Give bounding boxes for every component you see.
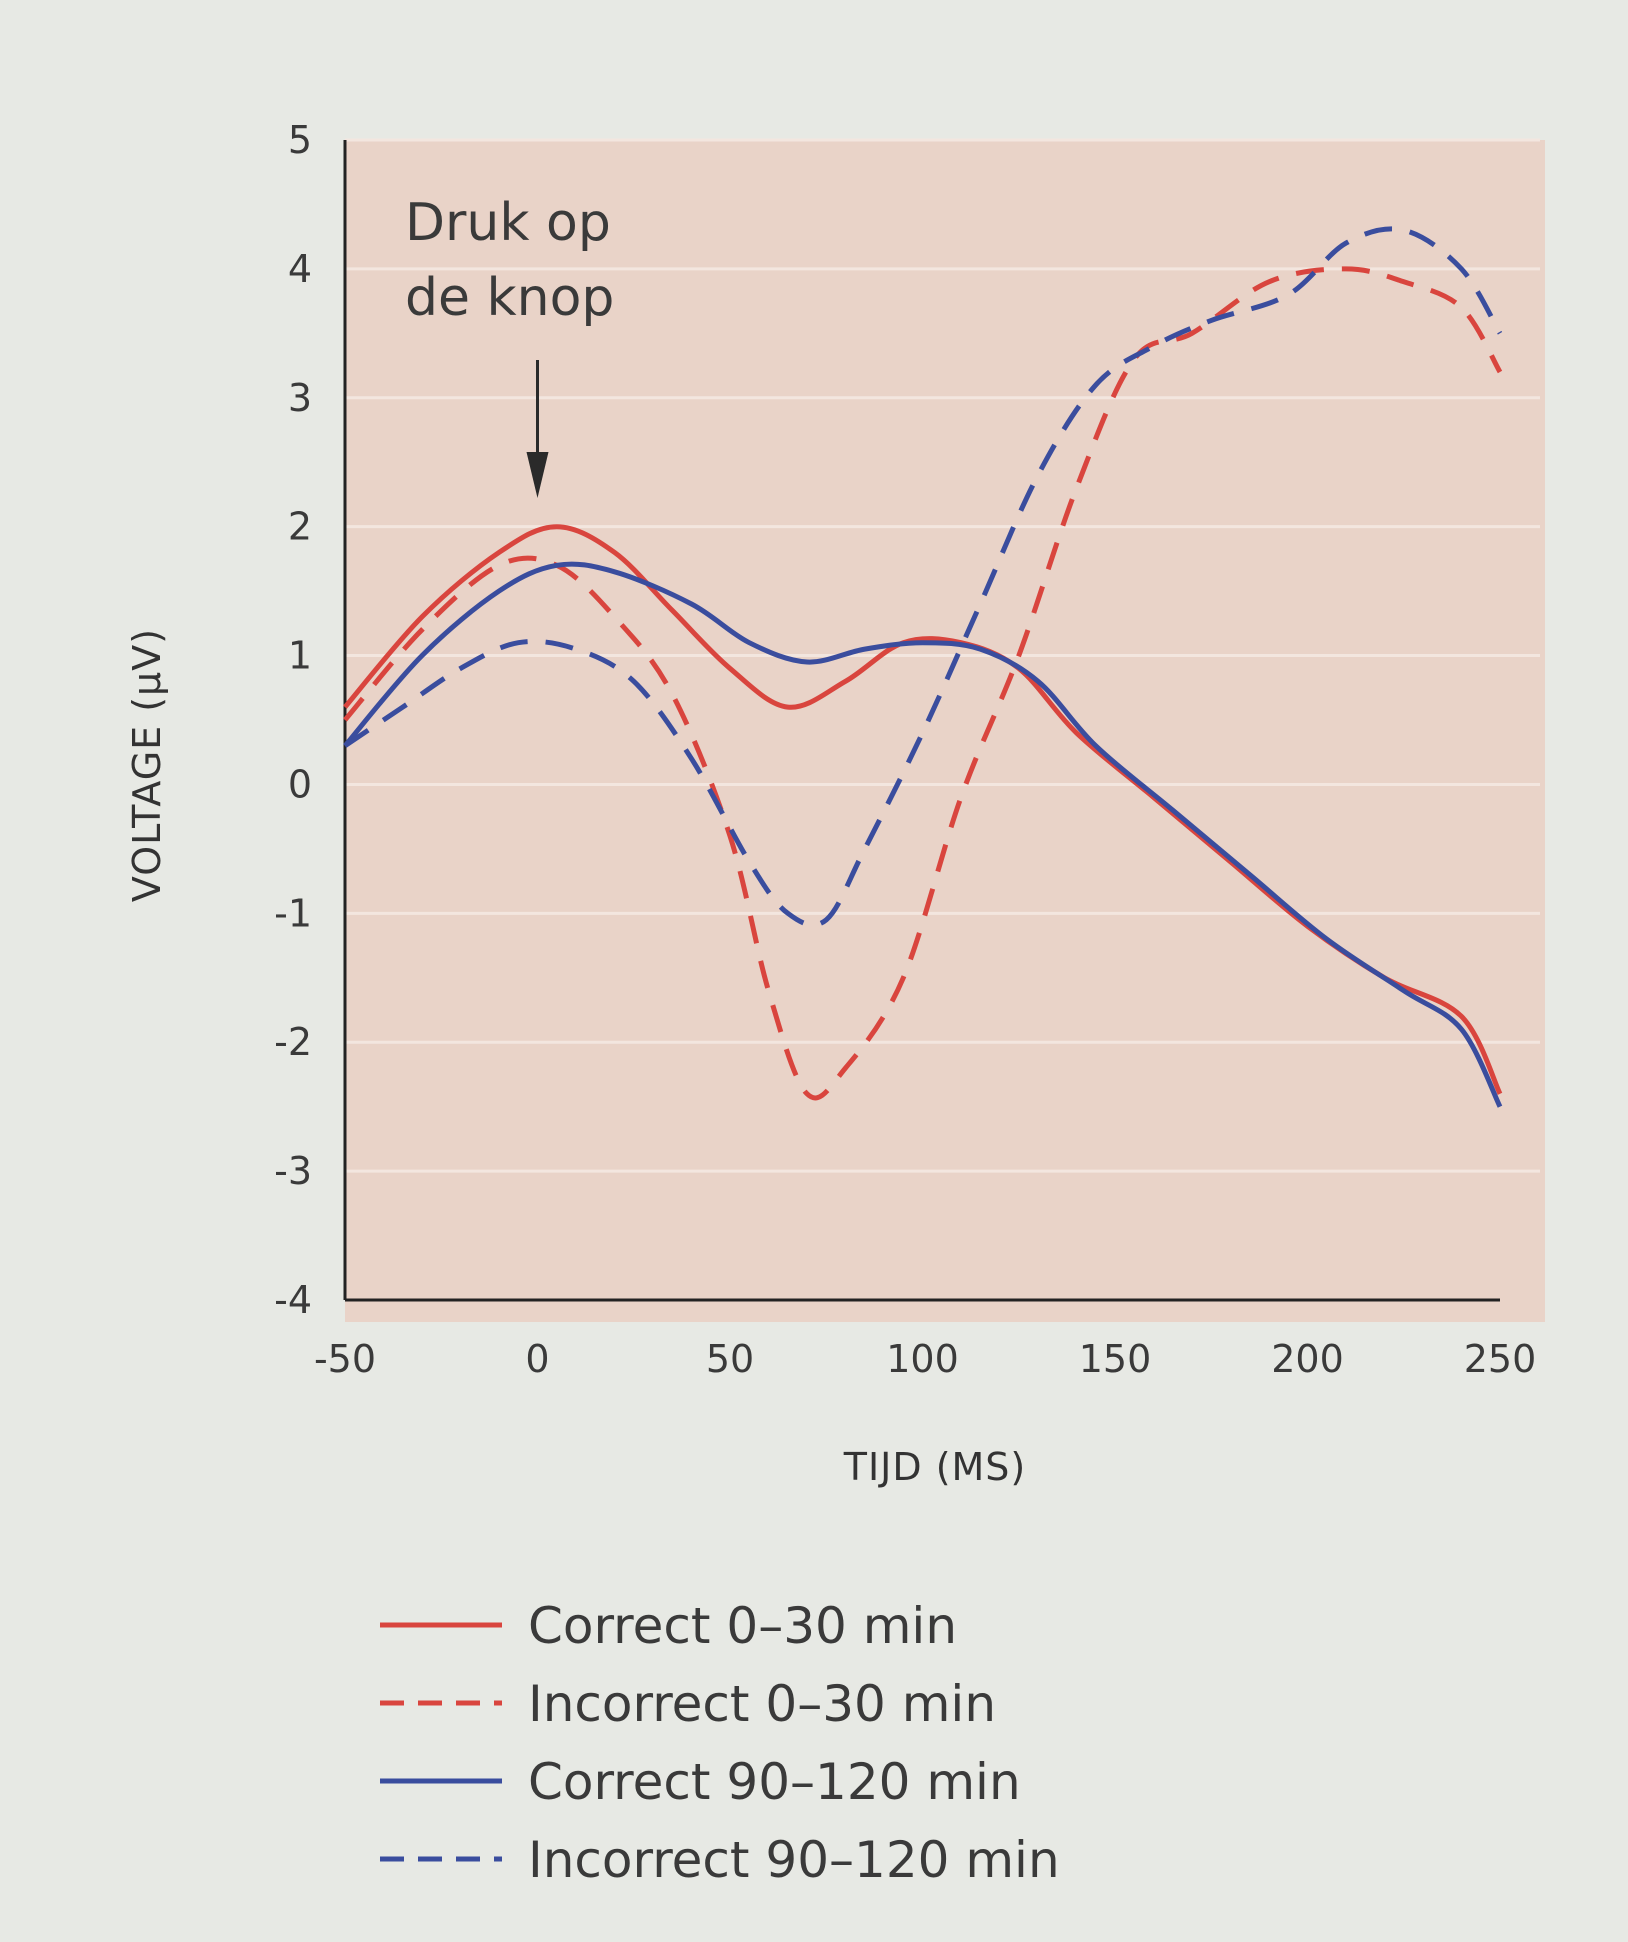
annotation-druk-op-de-knop: Druk op de knop	[405, 193, 614, 498]
legend: Correct 0–30 min Incorrect 0–30 min Correc…	[380, 1597, 1060, 1889]
x-tick-labels: -50 0 50 100 150 200 250	[314, 1337, 1536, 1381]
series	[343, 226, 1503, 1108]
x-tick-label: 150	[1079, 1337, 1152, 1381]
y-tick-label: 1	[288, 634, 312, 678]
legend-label: Correct 0–30 min	[528, 1597, 957, 1655]
y-tick-label: 0	[288, 762, 312, 806]
x-tick-label: 250	[1464, 1337, 1537, 1381]
x-tick-label: 0	[525, 1337, 549, 1381]
legend-label: Incorrect 0–30 min	[528, 1675, 996, 1733]
x-axis-title: TIJD (MS)	[843, 1445, 1027, 1489]
legend-label: Correct 90–120 min	[528, 1753, 1021, 1811]
y-tick-label: -2	[274, 1020, 312, 1064]
annotation-line-2: de knop	[405, 268, 614, 328]
y-tick-label: -1	[274, 891, 312, 935]
x-tick-label: 50	[706, 1337, 754, 1381]
y-tick-labels: 5 4 3 2 1 0 -1 -2 -3 -4	[274, 118, 312, 1322]
series-line-3	[343, 226, 1503, 928]
x-tick-label: -50	[314, 1337, 376, 1381]
series-line-1	[343, 266, 1503, 1101]
y-tick-label: -3	[274, 1149, 312, 1193]
y-axis-title: VOLTAGE (µV)	[125, 628, 169, 902]
annotation-line-1: Druk op	[405, 193, 611, 253]
series-line-2	[343, 561, 1503, 1108]
annotation-arrow-head	[526, 452, 549, 498]
y-tick-label: 5	[288, 118, 312, 162]
plot-background	[345, 140, 1545, 1322]
y-tick-label: 2	[288, 505, 312, 549]
y-tick-label: 4	[288, 247, 312, 291]
y-tick-label: 3	[288, 376, 312, 420]
y-tick-label: -4	[274, 1278, 312, 1322]
x-tick-label: 100	[886, 1337, 959, 1381]
legend-label: Incorrect 90–120 min	[528, 1831, 1060, 1889]
x-tick-label: 200	[1271, 1337, 1344, 1381]
